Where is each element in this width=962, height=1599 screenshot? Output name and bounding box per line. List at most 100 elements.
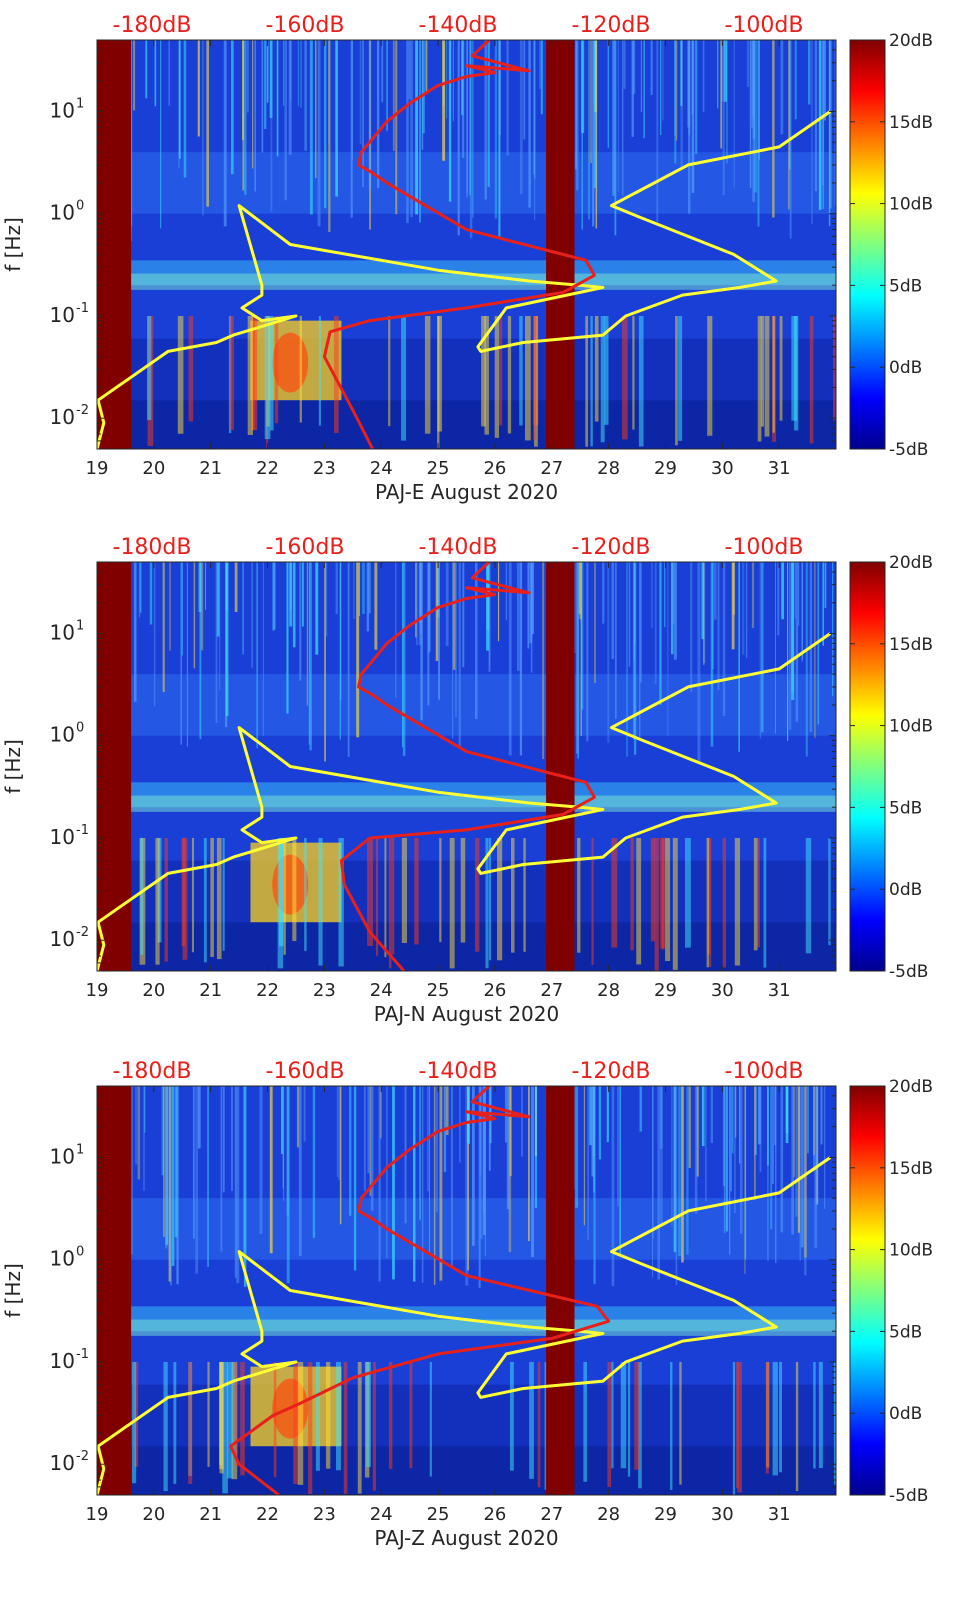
transient-streak bbox=[738, 562, 740, 752]
transient-streak bbox=[207, 1086, 209, 1267]
low-frequency-streak bbox=[594, 315, 599, 422]
low-frequency-streak bbox=[611, 1361, 614, 1469]
transient-streak bbox=[298, 1086, 302, 1256]
low-frequency-streak bbox=[264, 315, 271, 440]
transient-streak bbox=[472, 40, 474, 218]
transient-streak bbox=[216, 562, 220, 637]
transient-streak bbox=[421, 1086, 424, 1283]
transient-streak bbox=[660, 1086, 663, 1149]
transient-streak bbox=[450, 1086, 453, 1268]
transient-streak bbox=[657, 1086, 661, 1280]
low-frequency-streak bbox=[757, 837, 760, 948]
transient-streak bbox=[770, 1086, 773, 1230]
transient-streak bbox=[611, 562, 614, 659]
transient-streak bbox=[534, 40, 536, 221]
low-frequency-streak bbox=[299, 315, 302, 423]
colorbar-tick-label: -5dB bbox=[889, 962, 928, 982]
low-frequency-streak bbox=[384, 837, 387, 958]
transient-streak bbox=[215, 562, 218, 724]
low-frequency-streak bbox=[273, 1361, 277, 1478]
low-frequency-streak bbox=[155, 837, 160, 965]
transient-streak bbox=[808, 40, 811, 105]
transient-streak bbox=[506, 1086, 510, 1210]
low-frequency-streak bbox=[325, 1361, 331, 1469]
transient-streak bbox=[154, 40, 157, 107]
transient-streak bbox=[162, 562, 165, 693]
transient-streak bbox=[168, 40, 170, 106]
spectrogram-area bbox=[97, 562, 836, 971]
transient-streak bbox=[626, 562, 628, 757]
transient-streak bbox=[614, 40, 617, 236]
transient-streak bbox=[315, 40, 317, 178]
low-frequency-streak bbox=[188, 315, 194, 422]
transient-streak bbox=[292, 562, 296, 648]
transient-streak bbox=[583, 1086, 585, 1226]
psd-curve-red bbox=[229, 1086, 611, 1495]
transient-streak bbox=[370, 1086, 374, 1211]
x-tick-label: 28 bbox=[597, 980, 620, 1001]
transient-streak bbox=[729, 1086, 731, 1255]
transient-streak bbox=[724, 40, 727, 102]
transient-streak bbox=[717, 40, 719, 109]
transient-streak bbox=[705, 1086, 707, 1202]
transient-streak bbox=[302, 562, 304, 627]
low-frequency-streak bbox=[779, 1361, 783, 1473]
x-tick-label: 24 bbox=[370, 458, 393, 479]
transient-streak bbox=[516, 562, 520, 671]
transient-streak bbox=[455, 562, 457, 718]
transient-streak bbox=[137, 1086, 141, 1180]
transient-streak bbox=[186, 562, 189, 747]
transient-streak bbox=[670, 562, 674, 655]
transient-streak bbox=[772, 1086, 775, 1185]
transient-streak bbox=[488, 562, 491, 672]
low-frequency-streak bbox=[813, 1361, 816, 1469]
low-frequency-streak bbox=[222, 837, 225, 951]
transient-streak bbox=[378, 1086, 381, 1282]
transient-streak bbox=[820, 1086, 823, 1145]
transient-streak bbox=[299, 40, 302, 108]
transient-streak bbox=[780, 40, 784, 135]
y-tick-label: 10 bbox=[50, 1144, 75, 1168]
transient-streak bbox=[133, 40, 136, 111]
low-frequency-streak bbox=[336, 1361, 341, 1471]
transient-streak bbox=[149, 562, 153, 625]
transient-streak bbox=[673, 562, 677, 660]
x-tick-label: 29 bbox=[654, 1504, 677, 1525]
transient-streak bbox=[639, 1086, 642, 1132]
transient-streak bbox=[408, 40, 411, 99]
low-frequency-streak bbox=[636, 837, 642, 965]
y-tick-exponent: -1 bbox=[76, 1347, 89, 1362]
x-tick-label: 23 bbox=[313, 980, 336, 1001]
transient-streak bbox=[587, 1086, 589, 1241]
transient-streak bbox=[246, 40, 249, 113]
transient-streak bbox=[392, 40, 395, 151]
y-tick-exponent: -1 bbox=[76, 301, 89, 316]
transient-streak bbox=[702, 40, 705, 113]
transient-streak bbox=[324, 562, 326, 762]
transient-streak bbox=[419, 40, 421, 223]
transient-streak bbox=[457, 40, 460, 236]
transient-streak bbox=[529, 562, 533, 644]
low-frequency-streak bbox=[177, 315, 184, 434]
transient-streak bbox=[592, 40, 595, 227]
x-tick-label: 19 bbox=[86, 458, 109, 479]
transient-streak bbox=[767, 1086, 769, 1261]
low-frequency-streak bbox=[401, 315, 407, 441]
x-tick-label: 20 bbox=[142, 1504, 165, 1525]
transient-streak bbox=[628, 562, 631, 667]
transient-streak bbox=[540, 40, 543, 115]
transient-streak bbox=[283, 40, 285, 106]
low-frequency-streak bbox=[620, 1361, 627, 1469]
transient-streak bbox=[140, 562, 142, 613]
transient-streak bbox=[368, 40, 372, 189]
transient-streak bbox=[282, 1086, 285, 1189]
transient-streak bbox=[435, 562, 439, 662]
transient-streak bbox=[475, 562, 478, 719]
y-tick-exponent: 0 bbox=[76, 721, 84, 736]
x-axis-label: PAJ-E August 2020 bbox=[375, 480, 558, 504]
transient-streak bbox=[303, 1086, 306, 1142]
x-tick-label: 31 bbox=[768, 458, 791, 479]
transient-streak bbox=[392, 1086, 395, 1280]
colorbar-tick-label: 15dB bbox=[889, 1159, 933, 1179]
transient-streak bbox=[406, 40, 409, 224]
